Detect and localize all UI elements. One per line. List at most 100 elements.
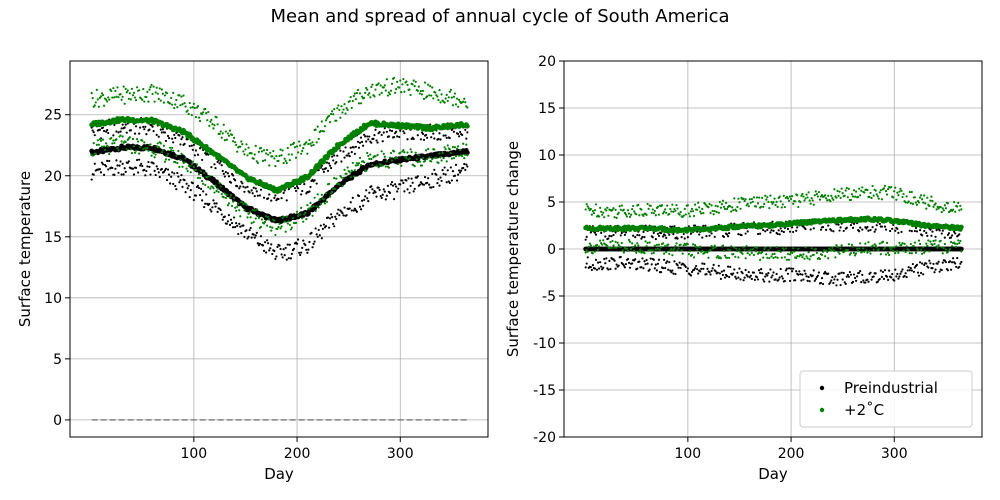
data-point (714, 270, 717, 273)
data-point (142, 125, 145, 128)
data-point (188, 101, 191, 105)
data-point (288, 243, 291, 246)
data-point (808, 258, 811, 261)
data-point (765, 253, 768, 256)
data-point (428, 156, 431, 159)
data-point (202, 190, 205, 193)
data-point (163, 169, 167, 172)
data-point (846, 273, 849, 277)
data-point (819, 281, 823, 285)
data-point (867, 280, 870, 283)
data-point (890, 276, 893, 279)
data-point (860, 189, 863, 192)
data-point (156, 167, 159, 170)
data-point (420, 93, 424, 96)
data-point (821, 250, 825, 253)
data-point (403, 90, 406, 93)
data-point (874, 244, 877, 247)
data-point (201, 113, 204, 116)
data-point (355, 210, 359, 213)
data-point (852, 251, 856, 254)
data-point (853, 276, 857, 280)
data-point (703, 262, 706, 265)
data-point (187, 184, 190, 187)
data-point (440, 93, 443, 96)
data-point (333, 177, 336, 180)
data-point (464, 153, 467, 156)
data-point (619, 255, 622, 259)
data-point (713, 244, 716, 247)
data-point (448, 90, 451, 93)
data-point (453, 92, 457, 95)
data-point (809, 202, 812, 205)
data-point (905, 245, 908, 248)
data-point (424, 149, 428, 152)
data-point (747, 249, 750, 252)
series-lower-preindustrial (90, 158, 469, 261)
data-point (787, 267, 791, 270)
data-point (700, 267, 703, 270)
data-point (845, 226, 848, 229)
data-point (687, 212, 690, 215)
data-point (229, 181, 233, 184)
data-point (643, 251, 646, 255)
data-point (459, 130, 462, 134)
data-point (338, 108, 341, 112)
data-point (131, 94, 135, 97)
data-point (772, 256, 775, 260)
data-point (435, 156, 438, 160)
data-point (882, 187, 886, 190)
data-point (413, 85, 416, 88)
data-point (192, 143, 195, 146)
data-point (364, 91, 367, 94)
data-point (867, 241, 870, 244)
data-point (843, 281, 846, 284)
data-point (235, 143, 238, 146)
data-point (412, 79, 415, 82)
data-point (955, 245, 958, 248)
data-point (699, 245, 702, 248)
data-point (803, 257, 806, 260)
data-point (921, 262, 924, 265)
data-point (771, 274, 774, 277)
data-point (424, 133, 428, 137)
data-point (300, 206, 303, 209)
data-point (206, 119, 209, 122)
data-point (410, 150, 413, 154)
data-point (738, 248, 741, 251)
data-point (376, 153, 379, 157)
data-point (277, 225, 280, 229)
data-point (295, 185, 299, 188)
data-point (278, 222, 281, 225)
data-point (689, 274, 693, 277)
data-point (601, 243, 604, 246)
data-point (907, 266, 910, 269)
data-point (260, 218, 264, 221)
data-point (323, 125, 327, 128)
data-point (661, 235, 665, 238)
data-point (921, 198, 924, 201)
data-point (357, 162, 361, 165)
data-point (224, 171, 227, 174)
data-point (796, 254, 799, 258)
data-point (370, 141, 373, 144)
data-point (605, 209, 608, 212)
data-point (767, 249, 770, 252)
data-point (949, 240, 953, 244)
data-point (637, 244, 640, 247)
data-point (165, 92, 169, 95)
data-point (199, 170, 203, 173)
data-point (444, 134, 447, 137)
data-point (164, 158, 168, 161)
data-point (680, 235, 683, 239)
data-point (121, 95, 124, 98)
data-point (286, 243, 289, 246)
data-point (589, 231, 592, 234)
data-point (246, 216, 249, 219)
data-point (958, 233, 961, 236)
data-point (733, 268, 736, 271)
data-point (304, 211, 307, 214)
data-point (426, 157, 429, 161)
data-point (179, 104, 182, 107)
